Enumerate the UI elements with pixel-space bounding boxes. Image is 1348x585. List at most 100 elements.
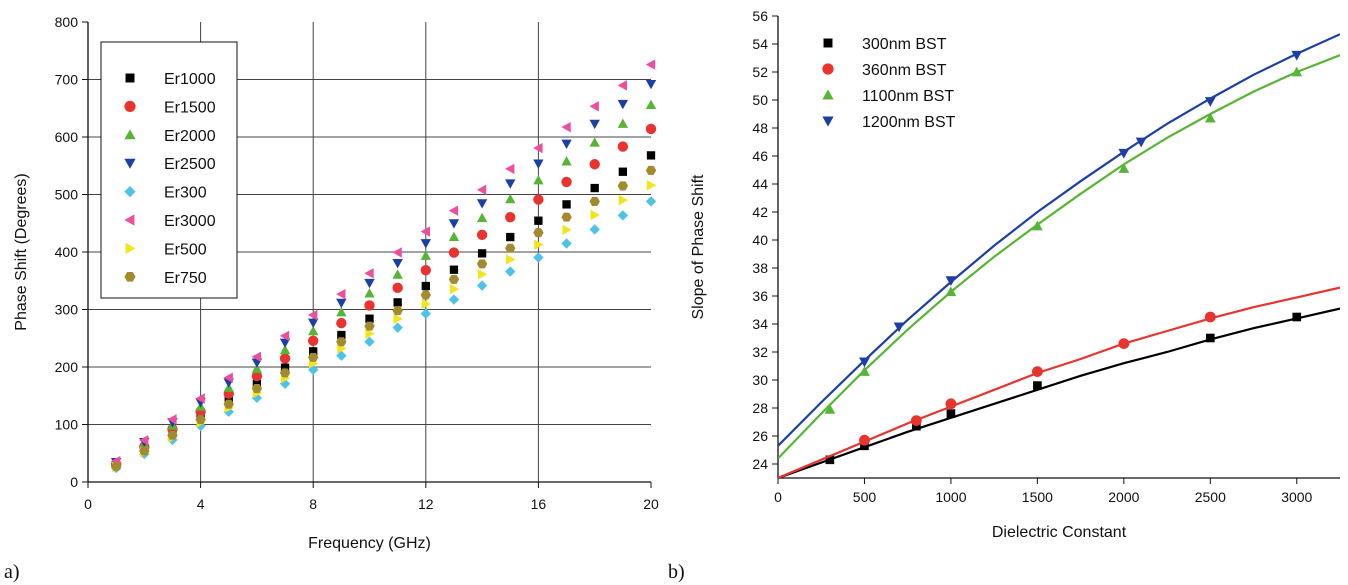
data-point	[946, 409, 956, 418]
data-point	[476, 229, 488, 241]
data-point	[279, 338, 291, 348]
data-point	[251, 370, 263, 382]
data-point	[506, 254, 516, 265]
data-point	[393, 298, 402, 307]
legend-label: Er1000	[164, 71, 216, 88]
legend-label: Er1500	[164, 99, 216, 116]
data-point	[617, 80, 628, 91]
legend-label: Er500	[164, 241, 207, 258]
data-point	[420, 264, 431, 276]
y-tick-label: 34	[752, 316, 768, 332]
y-tick-label: 36	[752, 288, 768, 304]
data-point	[1291, 66, 1303, 77]
data-point	[449, 283, 460, 295]
data-point	[448, 294, 460, 305]
legend-marker	[124, 100, 136, 112]
series-360nm-bst	[778, 286, 1340, 478]
data-point	[223, 372, 233, 383]
data-point	[617, 99, 629, 110]
data-point	[646, 180, 657, 191]
data-point	[1118, 163, 1130, 173]
data-point	[392, 322, 403, 333]
y-tick-label: 800	[55, 14, 79, 30]
data-point	[251, 363, 263, 373]
data-point	[561, 139, 572, 149]
data-point	[167, 414, 177, 425]
data-point	[336, 337, 347, 347]
data-point	[420, 290, 431, 300]
data-point	[139, 435, 149, 446]
legend: Er1000 Er1500 Er2000 Er2500 Er300 Er3000 Er500…	[100, 41, 238, 299]
y-axis-title: Slope of Phase Shift	[690, 174, 707, 320]
data-point	[534, 216, 543, 225]
y-tick-label: 54	[752, 36, 768, 52]
data-point	[910, 415, 922, 426]
data-point	[645, 123, 657, 135]
data-point	[561, 121, 571, 133]
data-point	[336, 350, 347, 361]
data-point	[561, 176, 572, 188]
data-point	[645, 165, 657, 175]
data-point	[365, 314, 374, 323]
data-point	[1031, 220, 1043, 231]
data-point	[561, 156, 572, 166]
data-point	[448, 247, 460, 258]
data-point	[590, 209, 600, 221]
legend-label: Er3000	[164, 213, 216, 230]
data-point	[825, 455, 835, 465]
data-point	[421, 281, 430, 291]
data-point	[420, 308, 431, 319]
y-tick-label: 56	[752, 8, 768, 24]
data-point	[617, 118, 629, 128]
legend-marker	[124, 214, 135, 226]
data-point	[617, 210, 629, 221]
data-point	[1291, 50, 1303, 61]
x-tick-label: 0	[84, 496, 92, 512]
data-point	[618, 194, 629, 206]
data-point	[364, 268, 374, 279]
x-tick-label: 16	[531, 496, 547, 512]
y-tick-label: 600	[55, 129, 79, 145]
data-point	[859, 357, 870, 368]
data-point	[1204, 311, 1216, 323]
data-point	[645, 79, 657, 90]
data-point	[859, 366, 870, 376]
data-point	[392, 269, 403, 279]
data-point	[561, 212, 572, 222]
x-tick-label: 500	[853, 489, 877, 505]
data-point	[1118, 338, 1130, 349]
legend-label: Er750	[164, 270, 207, 287]
data-point	[645, 196, 657, 207]
y-tick-label: 40	[752, 232, 768, 248]
legend: 300nm BST 360nm BST 1100nm BST 1200nm BST	[822, 36, 956, 131]
data-point	[139, 446, 150, 456]
data-point	[308, 352, 319, 362]
y-tick-label: 44	[752, 176, 768, 192]
data-point	[1033, 381, 1042, 390]
data-point	[392, 306, 403, 316]
legend-marker	[125, 242, 136, 254]
data-point	[1204, 112, 1216, 123]
data-point	[589, 159, 600, 170]
data-point	[477, 249, 487, 258]
y-tick-label: 400	[55, 244, 79, 260]
data-point	[476, 280, 488, 291]
data-point	[364, 300, 375, 311]
data-point	[562, 200, 571, 209]
data-point	[308, 325, 319, 336]
y-axis-title: Phase Shift (Degrees)	[13, 173, 30, 330]
data-point	[336, 307, 347, 317]
data-point	[533, 142, 543, 154]
data-point	[279, 368, 291, 378]
data-point	[364, 288, 375, 298]
data-point	[308, 318, 319, 329]
data-point	[477, 269, 488, 280]
data-point	[533, 228, 544, 238]
data-point	[505, 163, 515, 175]
data-point	[645, 59, 656, 70]
data-point	[646, 151, 656, 160]
x-tick-label: 8	[309, 496, 317, 512]
data-point	[448, 219, 460, 229]
data-point	[392, 258, 403, 269]
data-point	[945, 398, 957, 410]
